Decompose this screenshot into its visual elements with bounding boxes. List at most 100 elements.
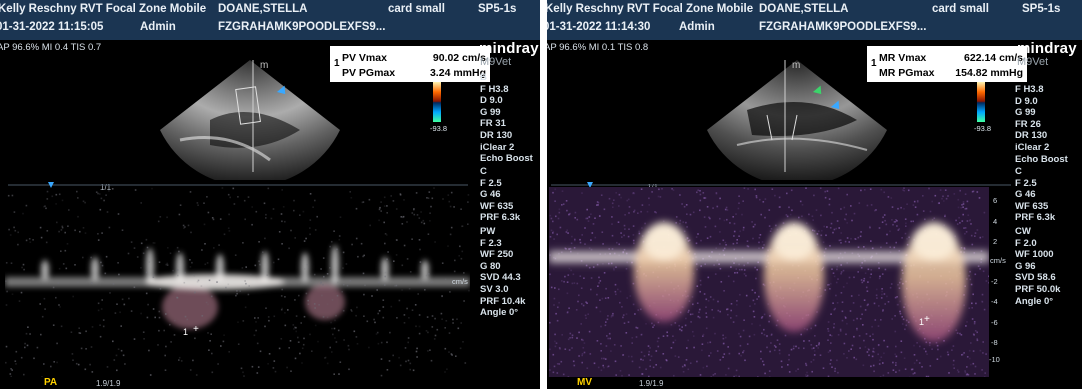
setting-item: WF 635 — [480, 200, 514, 212]
measurement-label-2: MR PGmax — [879, 67, 935, 79]
setting-item: F 2.3 — [480, 237, 502, 249]
mindray-logo: mindray — [479, 40, 539, 57]
setting-item: G 99 — [1015, 107, 1036, 119]
spectral-spike — [331, 245, 339, 285]
scale-tick: 2 — [993, 237, 998, 246]
footer-bar: PA 1.9/1.9 — [0, 377, 540, 389]
scale-tick: -6 — [991, 318, 998, 327]
setting-item: CW — [1015, 226, 1031, 237]
baseline-unit: cm/s — [452, 277, 468, 286]
pw-doppler-spectrum: + — [5, 187, 470, 377]
color-mode-settings: C F 2.5 G 46 WF 635 PRF 6.3k — [1015, 166, 1055, 224]
spectral-spike — [301, 252, 309, 283]
measurement-value-1: 622.14 cm/s — [964, 52, 1023, 64]
baseline-unit: cm/s — [990, 256, 1006, 265]
spectral-spike — [261, 251, 269, 283]
setting-item: F H3.8 — [1015, 84, 1044, 95]
setting-item: G 99 — [480, 106, 501, 118]
probe-label: SP5-1s — [478, 3, 517, 15]
measurement-index: 1 — [871, 58, 877, 69]
ultrasound-panel-pa: Kelly Reschny RVT Focal Zone Mobile DOAN… — [0, 0, 540, 389]
measurement-index: 1 — [334, 58, 340, 69]
color-scale-min: -93.8 — [430, 124, 448, 133]
probe-label: SP5-1s — [1022, 3, 1061, 15]
measurement-value-1: 90.02 cm/s — [432, 52, 486, 64]
setting-item: G 46 — [480, 189, 501, 201]
vessel-tag: PA — [44, 377, 58, 388]
color-scale-min: -93.8 — [974, 124, 992, 133]
setting-item: PRF 6.3k — [480, 212, 521, 224]
setting-item: Angle 0° — [1015, 295, 1054, 307]
measurement-box: 1 PV Vmax 90.02 cm/s PV PGmax 3.24 mmHg — [330, 46, 490, 82]
scale-tick: 6 — [993, 196, 998, 205]
spectral-spike — [421, 260, 429, 280]
color-mode-settings: C F 2.5 G 46 WF 635 PRF 6.3k — [480, 166, 520, 224]
mindray-logo: mindray — [1017, 40, 1077, 57]
setting-item: F H3.8 — [480, 83, 509, 95]
scale-tick: 4 — [993, 217, 998, 226]
b-mode-sector-image: m — [707, 60, 887, 180]
inflow-envelope — [911, 224, 957, 260]
inflow-envelope — [773, 224, 815, 260]
pw-mode-settings: PW F 2.3 WF 250 G 80 SVD 44.3 SV 3.0 PRF… — [480, 226, 525, 319]
valve-tag: MV — [577, 377, 592, 388]
patient-name: DOANE,STELLA — [218, 3, 308, 15]
model-label: M9Vet — [480, 56, 512, 68]
user-label: Admin — [140, 21, 176, 33]
setting-item: SV 3.0 — [480, 283, 509, 295]
setting-item: WF 1000 — [1015, 249, 1054, 261]
header-bar: Kelly Reschny RVT Focal Zone Mobile DOAN… — [0, 0, 540, 40]
speckle-noise — [549, 187, 989, 377]
setting-item: G 96 — [1015, 260, 1036, 272]
scale-tick: -8 — [991, 338, 998, 347]
setting-item: DR 130 — [480, 129, 513, 141]
sweep-ratio: 1.9/1.9 — [96, 379, 121, 388]
measurement-label-1: PV Vmax — [342, 52, 387, 64]
exam-id-label: FZGRAHAMK9POODLEXFS9... — [759, 21, 927, 33]
user-label: Admin — [679, 21, 715, 33]
setting-item: FR 31 — [480, 118, 506, 130]
svg-text:m: m — [792, 60, 800, 71]
preset-label: card small — [388, 3, 445, 15]
timeline-track — [551, 182, 1011, 188]
patient-name: DOANE,STELLA — [759, 3, 849, 15]
b-mode-sector-image: m — [160, 60, 340, 180]
scale-tick: -10 — [989, 355, 1000, 364]
b-mode-settings: B F H3.8 D 9.0 G 99 FR 31 DR 130 iClear … — [480, 72, 533, 165]
spectral-spike — [41, 260, 49, 280]
operator-label: Kelly Reschny RVT Focal Zone Mobile — [547, 3, 754, 15]
setting-item: PW — [480, 226, 496, 237]
setting-item: WF 250 — [480, 249, 514, 261]
setting-item: iClear 2 — [480, 141, 515, 153]
sweep-ratio: 1.9/1.9 — [639, 379, 664, 388]
setting-item: SVD 58.6 — [1015, 272, 1056, 284]
header-bar: Kelly Reschny RVT Focal Zone Mobile DOAN… — [547, 0, 1082, 40]
datetime-label: 01-31-2022 11:15:05 — [0, 21, 104, 33]
flow-envelope — [162, 285, 218, 329]
setting-item: G 46 — [1015, 189, 1036, 201]
caliper-cross-icon: + — [193, 324, 199, 335]
preset-label: card small — [932, 3, 989, 15]
operator-label: Kelly Reschny RVT Focal Zone Mobile — [0, 3, 207, 15]
setting-item: Echo Boost — [480, 153, 533, 165]
speckle-noise — [5, 187, 470, 377]
model-label: M9Vet — [1017, 56, 1049, 68]
caliper-index: 1 — [183, 327, 189, 337]
setting-item: F 2.5 — [480, 177, 502, 189]
footer-bar: MV 1.9/1.9 — [547, 377, 1082, 389]
setting-item: G 80 — [480, 260, 501, 272]
cw-mode-settings: CW F 2.0 WF 1000 G 96 SVD 58.6 PRF 50.0k… — [1015, 226, 1060, 307]
setting-item: C — [480, 166, 487, 177]
ultrasound-panel-mv: Kelly Reschny RVT Focal Zone Mobile DOAN… — [547, 0, 1082, 389]
setting-item: FR 26 — [1015, 118, 1041, 130]
setting-item: F 2.0 — [1015, 237, 1037, 249]
spectral-spike — [91, 257, 99, 281]
setting-item: Echo Boost — [1015, 153, 1068, 165]
setting-item: WF 635 — [1015, 200, 1049, 212]
caliper-index: 1 — [919, 317, 925, 327]
color-scale-bar — [977, 82, 985, 122]
b-mode-settings: F H3.8 D 9.0 G 99 FR 26 DR 130 iClear 2 … — [1015, 84, 1068, 165]
setting-item: D 9.0 — [1015, 95, 1038, 107]
acoustic-params: AP 96.6% MI 0.1 TIS 0.8 — [547, 42, 649, 53]
measurement-label-1: MR Vmax — [879, 52, 927, 64]
